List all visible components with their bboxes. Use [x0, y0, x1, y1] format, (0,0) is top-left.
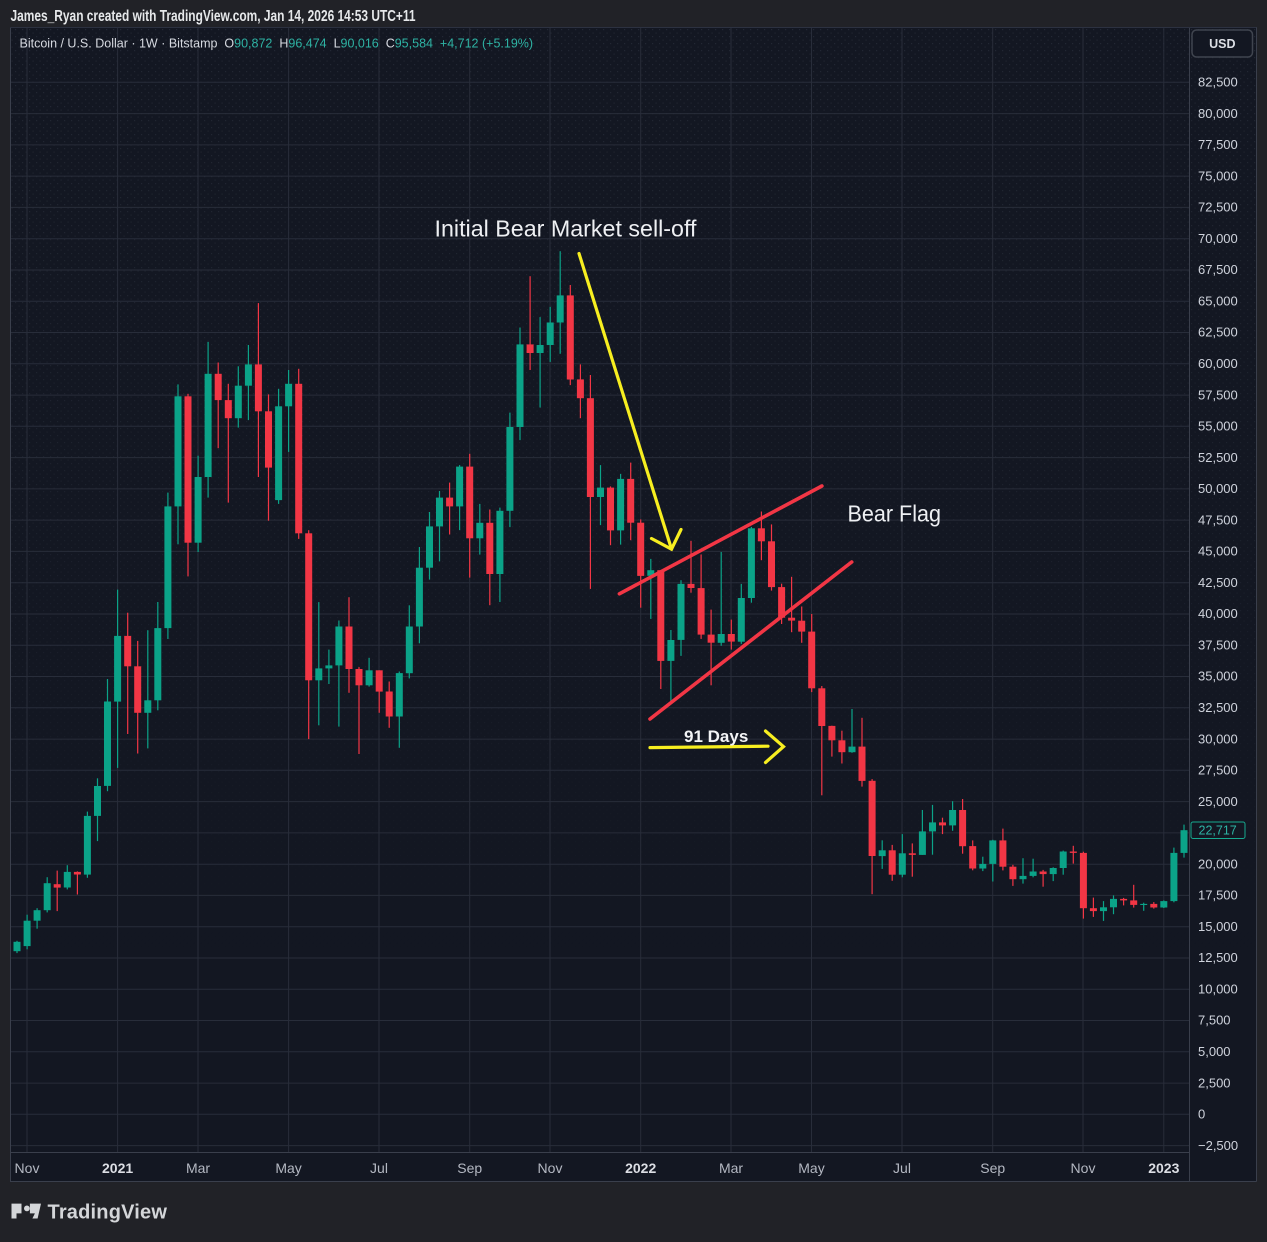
svg-text:Jul: Jul — [370, 1160, 388, 1176]
svg-text:−2,500: −2,500 — [1198, 1138, 1238, 1153]
svg-text:70,000: 70,000 — [1198, 231, 1238, 246]
svg-text:TradingView: TradingView — [48, 1202, 168, 1224]
svg-text:0: 0 — [1198, 1107, 1205, 1122]
svg-text:Nov: Nov — [15, 1160, 40, 1176]
svg-text:2023: 2023 — [1148, 1160, 1179, 1176]
svg-text:May: May — [798, 1160, 824, 1176]
svg-text:Nov: Nov — [1071, 1160, 1096, 1176]
svg-text:May: May — [275, 1160, 301, 1176]
svg-text:10,000: 10,000 — [1198, 982, 1238, 997]
svg-text:Mar: Mar — [719, 1160, 743, 1176]
svg-text:42,500: 42,500 — [1198, 575, 1238, 590]
svg-text:Initial Bear Market sell-off: Initial Bear Market sell-off — [435, 216, 698, 242]
svg-text:47,500: 47,500 — [1198, 512, 1238, 527]
svg-text:30,000: 30,000 — [1198, 731, 1238, 746]
svg-text:77,500: 77,500 — [1198, 137, 1238, 152]
svg-text:Jul: Jul — [893, 1160, 911, 1176]
svg-text:50,000: 50,000 — [1198, 481, 1238, 496]
svg-text:Bitcoin / U.S. Dollar · 1W · B: Bitcoin / U.S. Dollar · 1W · Bitstamp O9… — [20, 37, 534, 51]
svg-text:2022: 2022 — [625, 1160, 656, 1176]
svg-text:2,500: 2,500 — [1198, 1075, 1231, 1090]
svg-text:USD: USD — [1209, 37, 1235, 51]
svg-text:27,500: 27,500 — [1198, 763, 1238, 778]
svg-text:82,500: 82,500 — [1198, 75, 1238, 90]
svg-text:17,500: 17,500 — [1198, 888, 1238, 903]
svg-text:91 Days: 91 Days — [684, 727, 748, 746]
svg-text:2021: 2021 — [102, 1160, 133, 1176]
svg-text:32,500: 32,500 — [1198, 700, 1238, 715]
svg-text:65,000: 65,000 — [1198, 293, 1238, 308]
svg-text:67,500: 67,500 — [1198, 262, 1238, 277]
svg-text:Sep: Sep — [457, 1160, 482, 1176]
svg-text:20,000: 20,000 — [1198, 856, 1238, 871]
svg-text:25,000: 25,000 — [1198, 794, 1238, 809]
svg-text:80,000: 80,000 — [1198, 106, 1238, 121]
svg-text:Nov: Nov — [538, 1160, 563, 1176]
svg-text:15,000: 15,000 — [1198, 919, 1238, 934]
svg-text:James_Ryan created with Tradin: James_Ryan created with TradingView.com,… — [11, 8, 416, 25]
svg-text:37,500: 37,500 — [1198, 637, 1238, 652]
svg-text:57,500: 57,500 — [1198, 387, 1238, 402]
svg-text:62,500: 62,500 — [1198, 325, 1238, 340]
svg-text:52,500: 52,500 — [1198, 450, 1238, 465]
svg-text:Sep: Sep — [980, 1160, 1005, 1176]
svg-text:12,500: 12,500 — [1198, 950, 1238, 965]
svg-text:Bear Flag: Bear Flag — [848, 501, 942, 527]
svg-text:Mar: Mar — [186, 1160, 210, 1176]
svg-text:55,000: 55,000 — [1198, 419, 1238, 434]
svg-text:75,000: 75,000 — [1198, 168, 1238, 183]
svg-text:60,000: 60,000 — [1198, 356, 1238, 371]
svg-text:35,000: 35,000 — [1198, 669, 1238, 684]
svg-text:40,000: 40,000 — [1198, 606, 1238, 621]
svg-text:5,000: 5,000 — [1198, 1044, 1231, 1059]
svg-text:7,500: 7,500 — [1198, 1013, 1231, 1028]
svg-text:45,000: 45,000 — [1198, 544, 1238, 559]
svg-text:22,717: 22,717 — [1199, 824, 1237, 838]
svg-text:72,500: 72,500 — [1198, 200, 1238, 215]
